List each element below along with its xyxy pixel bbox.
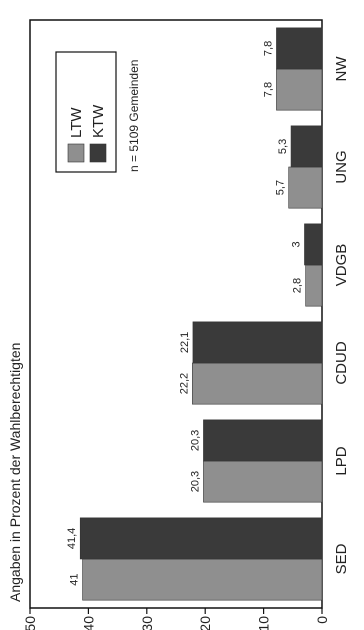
legend-label-ltw: LTW [68,107,85,138]
bar-ltw-lpd [203,460,323,503]
category-label: VDGB [333,244,350,287]
bar-ktw-lpd [203,419,323,462]
bar-ltw-sed [82,558,323,601]
bar-value-label: 7,8 [262,82,274,97]
bar-value-label: 20,3 [189,471,201,492]
category-label: SED [333,543,350,574]
bar-ktw-ung [290,125,323,168]
bar-value-label: 41 [69,573,81,585]
category-label: NW [333,56,350,82]
legend-box [55,51,117,173]
bar-value-label: 41,4 [66,528,78,549]
bar-ltw-nw [276,68,323,111]
category-label: UNG [333,150,350,183]
bar-value-label: 5,3 [277,139,289,154]
y-tick-label: 20 [197,616,213,630]
legend-label-ktw: KTW [90,104,107,138]
bar-value-label: 7,8 [262,41,274,56]
bar-ltw-ung [288,166,323,209]
y-tick-label: 30 [139,616,155,630]
plot-frame [29,19,323,609]
bar-ktw-vdgb [304,223,323,266]
bar-ktw-cdud [192,321,323,364]
y-tick-label: 0 [314,616,330,624]
bar-ltw-cdud [192,362,323,405]
y-tick-label: 10 [256,616,272,630]
legend-swatch-ltw [67,143,85,163]
bar-value-label: 3 [290,241,302,247]
y-axis-label: Angaben in Prozent der Wahlberechtigten [7,343,23,602]
y-tick-label: 50 [22,616,38,630]
bar-ktw-sed [79,517,323,560]
category-label: LPD [333,446,350,475]
bar-value-label: 22,1 [179,332,191,353]
bar-value-label: 5,7 [275,180,287,195]
bar-ktw-nw [276,27,323,70]
legend-swatch-ktw [89,143,107,163]
y-tick-label: 40 [80,616,96,630]
bar-ltw-vdgb [305,264,323,307]
bar-value-label: 2,8 [292,278,304,293]
bar-value-label: 22,2 [178,373,190,394]
bar-value-label: 20,3 [189,430,201,451]
sample-size-note: n = 5109 Gemeinden [127,60,141,172]
category-label: CDUD [333,341,350,384]
